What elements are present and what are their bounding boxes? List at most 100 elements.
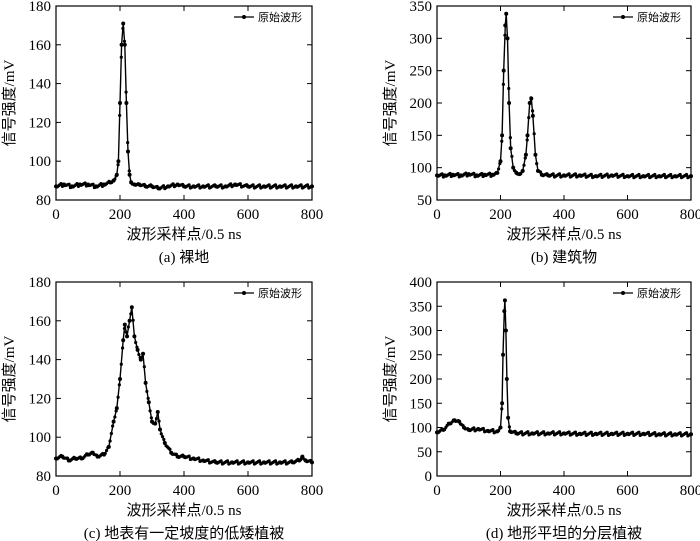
data-point — [132, 334, 137, 339]
legend: 原始波形 — [613, 286, 681, 300]
data-point — [461, 423, 465, 428]
data-point — [630, 430, 635, 434]
legend: 原始波形 — [234, 10, 302, 24]
data-point — [122, 326, 127, 331]
data-point — [257, 183, 262, 187]
data-point — [557, 172, 562, 176]
x-tick-label: 400 — [173, 483, 196, 499]
data-point — [289, 183, 294, 187]
data-point — [122, 39, 127, 43]
data-point — [219, 183, 223, 187]
data-point — [155, 184, 159, 189]
data-point — [152, 421, 157, 425]
data-point — [117, 383, 121, 387]
data-point — [116, 395, 120, 399]
data-point — [72, 455, 76, 459]
data-point — [538, 170, 543, 174]
data-point — [158, 427, 162, 432]
data-point — [551, 430, 555, 434]
data-point — [140, 355, 144, 359]
data-point — [241, 459, 246, 463]
data-point — [111, 419, 116, 424]
data-point — [124, 101, 129, 105]
legend: 原始波形 — [613, 10, 681, 24]
data-point — [160, 435, 165, 439]
data-point — [135, 347, 140, 352]
x-tick-label: 800 — [680, 483, 700, 499]
data-point — [488, 171, 492, 175]
data-point — [229, 182, 233, 186]
x-tick-label: 800 — [680, 207, 700, 223]
y-tick-label: 100 — [29, 430, 52, 446]
x-tick-label: 0 — [52, 483, 60, 499]
x-tick-label: 200 — [489, 483, 512, 499]
waveform-line — [55, 23, 312, 190]
y-tick-label: 80 — [36, 193, 51, 209]
data-point — [187, 454, 191, 458]
data-point — [162, 441, 167, 446]
data-point — [530, 113, 535, 118]
data-point — [653, 172, 657, 177]
data-point — [309, 184, 313, 189]
x-tick-label: 400 — [553, 207, 576, 223]
data-point — [464, 171, 468, 175]
x-axis-label: 波形采样点/0.5 ns — [126, 502, 241, 519]
data-point — [530, 109, 535, 113]
data-point — [85, 452, 89, 456]
data-point — [122, 322, 127, 327]
y-tick-label: 120 — [29, 391, 52, 407]
x-tick-label: 400 — [173, 207, 196, 223]
data-point — [187, 183, 191, 187]
data-point — [114, 406, 119, 411]
data-point — [440, 172, 444, 176]
x-axis-label: 波形采样点/0.5 ns — [506, 226, 621, 243]
y-tick-label: 250 — [410, 64, 433, 80]
data-point — [605, 430, 609, 434]
data-point — [662, 431, 666, 435]
data-point — [146, 400, 151, 405]
y-tick-label: 200 — [410, 372, 433, 388]
data-point — [267, 183, 271, 187]
legend-label: 原始波形 — [258, 286, 302, 300]
data-point — [525, 133, 530, 138]
data-point — [502, 309, 507, 314]
data-point — [131, 318, 135, 322]
data-point — [296, 457, 300, 461]
data-point — [91, 182, 95, 186]
data-point — [508, 136, 512, 140]
data-point — [122, 42, 127, 47]
data-point — [127, 169, 131, 173]
data-point — [159, 432, 163, 436]
data-point — [127, 172, 132, 177]
data-point — [503, 33, 507, 37]
data-point — [137, 352, 141, 357]
data-point — [513, 429, 517, 433]
y-axis-label: 信号强度/mV — [382, 336, 399, 423]
panel-d: 0 200 400 600 800 0 50 100 150 200 250 300 350 400 波形采… — [382, 275, 700, 541]
data-point — [78, 455, 82, 459]
legend-marker-icon — [621, 15, 625, 19]
plot-frame — [436, 281, 692, 477]
data-point — [523, 156, 527, 160]
data-point — [501, 68, 506, 73]
data-point — [466, 427, 470, 431]
data-point — [157, 419, 161, 423]
y-tick-label: 80 — [36, 469, 51, 485]
data-point — [646, 172, 651, 177]
data-point — [504, 11, 509, 16]
data-point — [299, 183, 303, 187]
y-tick-label: 100 — [410, 421, 433, 437]
x-tick-label: 200 — [109, 483, 132, 499]
data-point — [116, 159, 121, 164]
data-point — [523, 152, 528, 157]
data-point — [500, 139, 504, 143]
data-point — [235, 459, 239, 463]
data-point — [238, 182, 242, 186]
data-point — [684, 172, 689, 177]
data-point — [494, 170, 498, 175]
x-tick-label: 200 — [109, 207, 132, 223]
data-point — [573, 430, 578, 434]
y-tick-label: 140 — [29, 77, 52, 93]
plot-frame — [436, 5, 692, 201]
